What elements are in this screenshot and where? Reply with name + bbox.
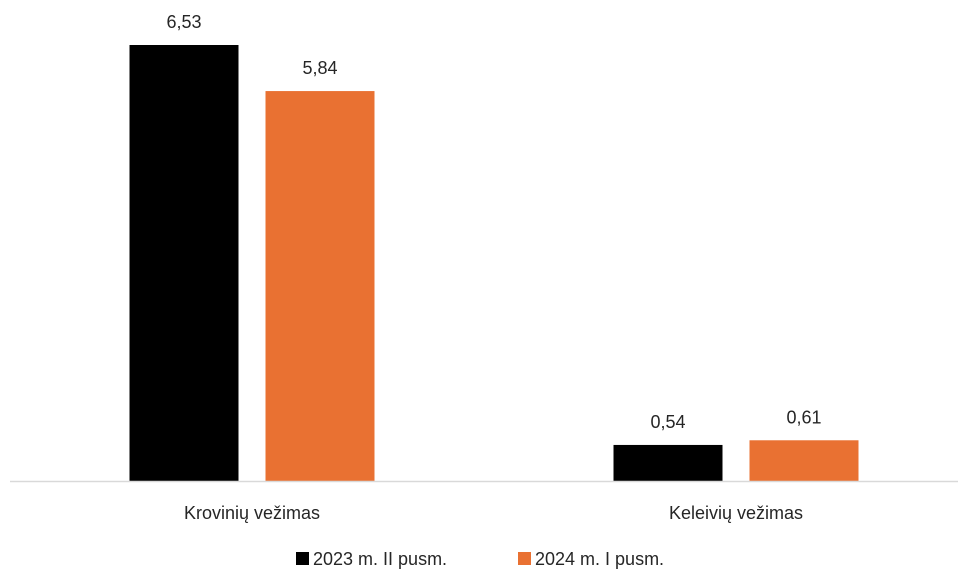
legend-label-2024-m-i-pusm: 2024 m. I pusm. [535, 549, 664, 569]
category-labels-layer: Krovinių vežimas Keleivių vežimas [184, 503, 803, 523]
bar-keleiviu-vezimas-2024-m-i-pusm [749, 440, 859, 481]
bar-kroviniu-vezimas-2024-m-i-pusm [265, 91, 375, 482]
bar-kroviniu-vezimas-2023-m-ii-pusm [129, 45, 239, 481]
bar-keleiviu-vezimas-2023-m-ii-pusm [613, 444, 723, 481]
category-label-keleiviu-vezimas: Keleivių vežimas [669, 503, 803, 523]
data-label-kroviniu-vezimas-2024-m-i-pusm: 5,84 [302, 58, 337, 78]
legend: 2023 m. II pusm. 2024 m. I pusm. [296, 549, 664, 569]
data-label-keleiviu-vezimas-2024-m-i-pusm: 0,61 [786, 407, 821, 427]
bars-layer [129, 45, 859, 482]
data-labels-layer: 6,53 5,84 0,54 0,61 [166, 12, 821, 432]
data-label-kroviniu-vezimas-2023-m-ii-pusm: 6,53 [166, 12, 201, 32]
legend-swatch-2024-m-i-pusm [518, 552, 531, 565]
legend-swatch-2023-m-ii-pusm [296, 552, 309, 565]
category-label-kroviniu-vezimas: Krovinių vežimas [184, 503, 320, 523]
legend-item-2024-m-i-pusm: 2024 m. I pusm. [518, 549, 664, 569]
data-label-keleiviu-vezimas-2023-m-ii-pusm: 0,54 [650, 412, 685, 432]
legend-item-2023-m-ii-pusm: 2023 m. II pusm. [296, 549, 447, 569]
legend-label-2023-m-ii-pusm: 2023 m. II pusm. [313, 549, 447, 569]
